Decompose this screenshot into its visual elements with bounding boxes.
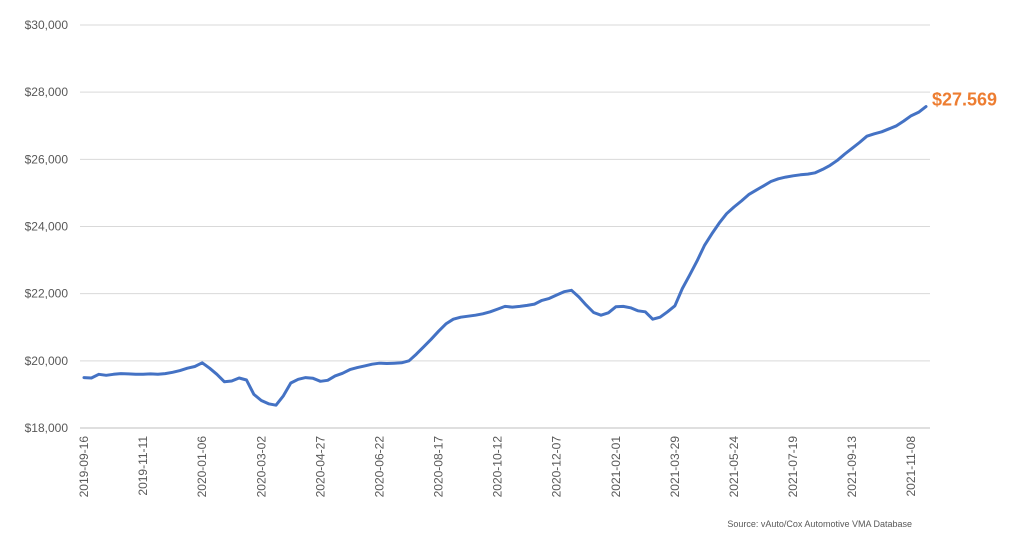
y-tick-label: $24,000 xyxy=(25,220,69,234)
end-value-label: $27.569 xyxy=(932,90,997,110)
x-tick-label: 2020-03-02 xyxy=(254,436,268,498)
x-tick-label: 2020-06-22 xyxy=(372,436,386,498)
gridlines xyxy=(80,24,930,429)
x-tick-label: 2021-02-01 xyxy=(609,436,623,498)
y-tick-label: $28,000 xyxy=(25,85,69,99)
x-tick-label: 2020-12-07 xyxy=(550,436,564,498)
x-tick-label: 2021-11-08 xyxy=(904,436,918,497)
y-tick-label: $30,000 xyxy=(25,18,69,32)
source-note: Source: vAuto/Cox Automotive VMA Databas… xyxy=(727,519,912,529)
x-tick-label: 2020-10-12 xyxy=(491,436,505,498)
x-tick-label: 2021-07-19 xyxy=(786,436,800,498)
series-line xyxy=(82,105,928,407)
x-tick-label: 2021-09-13 xyxy=(845,436,859,498)
y-tick-label: $22,000 xyxy=(25,287,69,301)
x-tick-label: 2019-11-11 xyxy=(136,436,150,496)
x-tick-label: 2020-04-27 xyxy=(313,436,327,498)
x-tick-label: 2020-08-17 xyxy=(432,436,446,498)
y-tick-label: $18,000 xyxy=(25,421,69,435)
y-tick-label: $26,000 xyxy=(25,152,69,166)
x-tick-label: 2020-01-06 xyxy=(195,436,209,498)
x-tick-label: 2021-03-29 xyxy=(668,436,682,498)
y-tick-label: $20,000 xyxy=(25,354,69,368)
y-axis: $18,000 $20,000 $22,000 $24,000 $26,000 $28,0… xyxy=(25,18,69,435)
x-tick-label: 2019-09-16 xyxy=(77,436,91,498)
x-tick-label: 2021-05-24 xyxy=(727,436,741,498)
x-axis: 2019-09-16 2019-11-11 2020-01-06 2020-03-02… xyxy=(77,436,918,498)
